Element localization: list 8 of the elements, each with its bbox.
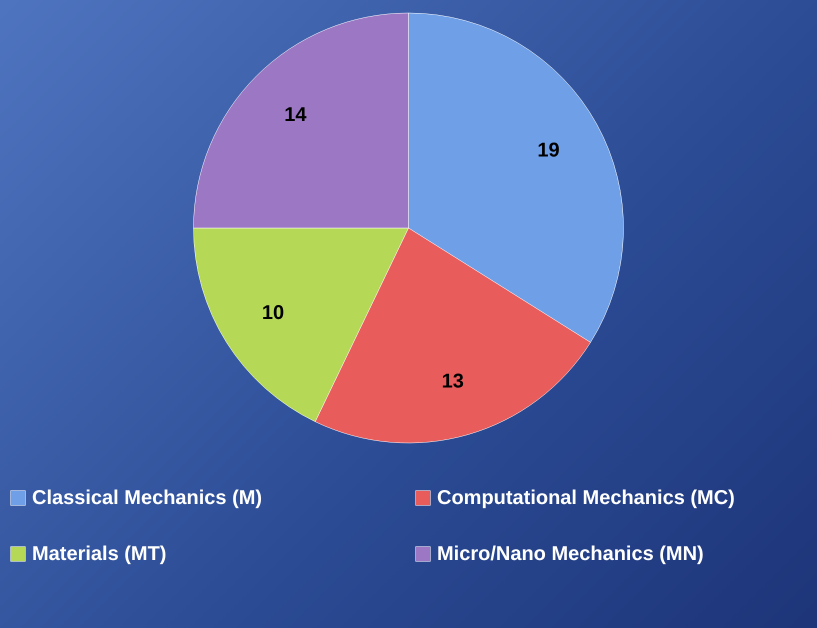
- legend-label: Materials (MT): [32, 543, 166, 565]
- data-label: 13: [442, 370, 464, 393]
- legend-label: Micro/Nano Mechanics (MN): [437, 543, 704, 565]
- data-label: 19: [537, 140, 560, 162]
- data-label: 14: [284, 104, 308, 126]
- legend-label: Classical Mechanics (M): [32, 487, 262, 509]
- data-label: 10: [262, 302, 284, 324]
- legend-label: Computational Mechanics (MC): [437, 487, 735, 509]
